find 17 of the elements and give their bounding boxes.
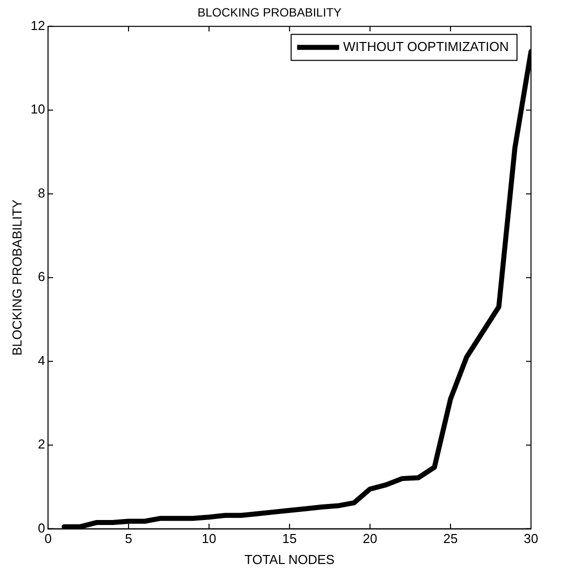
x-axis-title: TOTAL NODES: [244, 552, 335, 567]
x-tick-label: 5: [124, 531, 132, 546]
y-tick-label: 10: [30, 102, 46, 117]
x-tick-label: 15: [282, 531, 297, 546]
x-tick-label: 25: [443, 531, 458, 546]
x-tick-label: 30: [524, 531, 538, 546]
y-tick-label: 6: [38, 269, 46, 284]
y-tick-label: 2: [38, 436, 46, 452]
y-tick-label: 12: [30, 18, 46, 33]
legend-label: WITHOUT OOPTIMIZATION: [343, 38, 509, 54]
x-tick-label: 20: [362, 531, 378, 546]
y-tick-label: 0: [38, 520, 46, 536]
y-tick-label: 4: [38, 352, 46, 368]
y-axis-title: BLOCKING PROBABILITY: [9, 199, 24, 356]
chart-title: BLOCKING PROBABILITY: [197, 6, 342, 20]
y-tick-label: 8: [38, 185, 46, 200]
x-tick-label: 10: [202, 531, 216, 546]
